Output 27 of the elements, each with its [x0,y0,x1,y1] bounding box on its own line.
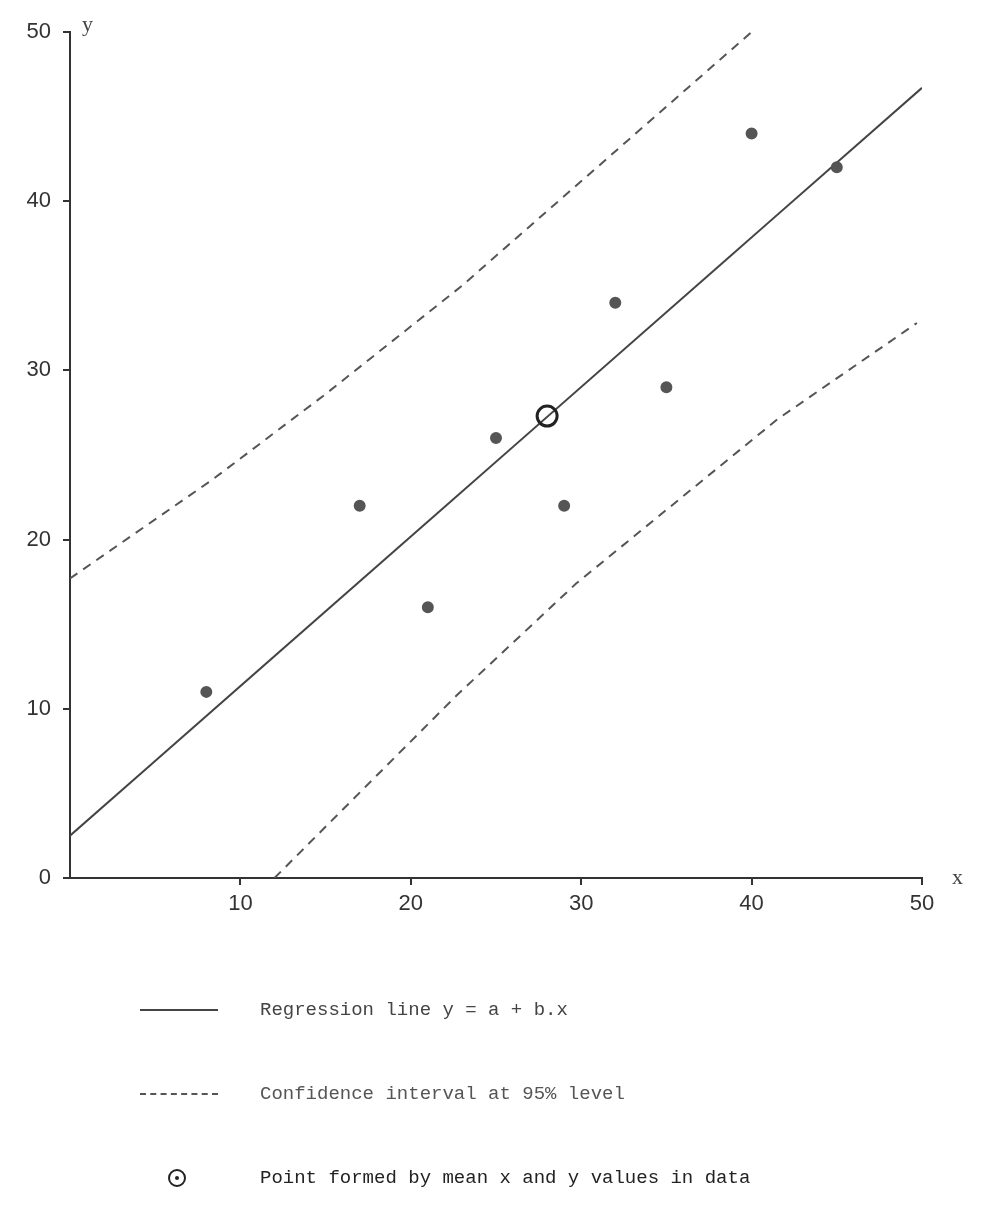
point [353,499,366,512]
line-series [273,322,918,878]
point [490,432,502,445]
y-tick-label: 0 [38,864,51,890]
point [535,404,559,428]
point [830,161,843,174]
text: Point formed by mean x and y values in data [260,1167,751,1189]
point [660,381,673,394]
point [558,499,571,512]
x-tick-label: 50 [909,890,935,916]
y-tick-label: 20 [26,525,51,551]
point [421,601,434,614]
y-tick-label: 50 [26,18,51,44]
x-tick-label: 30 [568,890,594,916]
x-tick-label: 20 [398,890,424,916]
y-axis-title: y [82,10,93,36]
point [200,685,213,698]
y-tick-label: 30 [26,356,51,382]
y-tick-label: 10 [26,694,51,720]
point [609,296,622,309]
point [745,127,758,140]
x-tick-label: 40 [739,890,764,916]
y-tick-label: 40 [26,187,51,213]
x-axis-title: x [952,863,963,889]
legend-label: Regression line y = a + b.x [260,999,568,1021]
x-tick-label: 10 [228,890,253,916]
legend-label: Confidence interval at 95% level [260,1083,625,1105]
